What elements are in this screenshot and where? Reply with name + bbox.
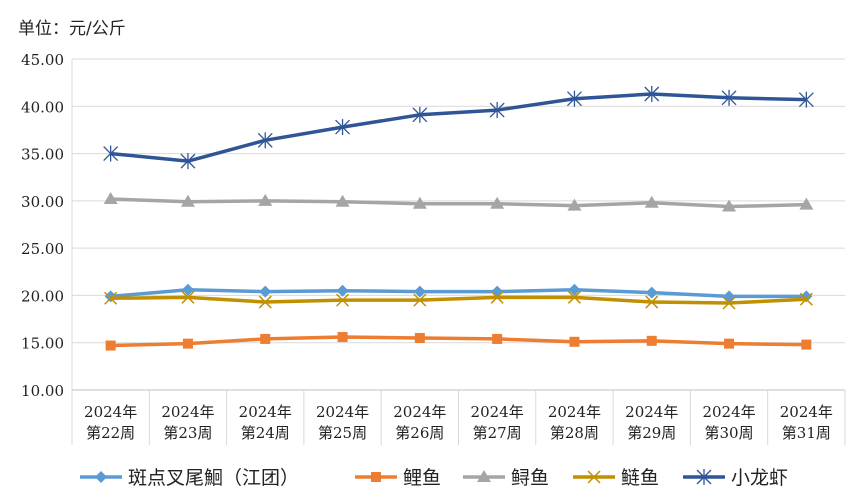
data-point — [259, 285, 272, 298]
data-point — [798, 91, 814, 108]
data-point — [335, 119, 351, 136]
legend-entry: 斑点叉尾鮰（江团） — [80, 467, 299, 489]
legend-marker — [371, 472, 381, 482]
data-point — [103, 145, 119, 162]
data-point — [490, 290, 504, 304]
series-5 — [103, 85, 814, 170]
legend-entry: 鲢鱼 — [573, 467, 659, 489]
legend-label: 鲢鱼 — [621, 467, 659, 489]
x-tick-label: 2024年第28周 — [548, 403, 601, 442]
data-point — [335, 194, 350, 207]
data-point — [104, 290, 117, 303]
series-line — [110, 288, 807, 299]
x-tick-label: 2024年第25周 — [316, 403, 369, 442]
data-point — [105, 340, 116, 351]
legend-entry: 鲟鱼 — [463, 467, 549, 489]
y-tick-label: 30.00 — [21, 193, 64, 211]
data-point — [181, 290, 195, 304]
data-point — [336, 293, 350, 307]
data-point — [414, 332, 425, 343]
series-line — [110, 197, 807, 209]
legend: 斑点叉尾鮰（江团） 鲤鱼 鲟鱼 鲢鱼 小龙虾 — [80, 467, 788, 489]
data-point — [568, 283, 581, 296]
data-point — [103, 191, 118, 204]
data-point — [799, 292, 813, 306]
data-point — [336, 284, 349, 297]
y-tick-label: 35.00 — [21, 146, 64, 164]
series-4 — [104, 290, 813, 310]
legend-entry: 小龙虾 — [683, 467, 788, 489]
y-tick-label: 15.00 — [21, 335, 64, 353]
x-tick-label: 2024年第31周 — [780, 403, 833, 442]
series-1 — [104, 283, 813, 303]
series-line — [110, 92, 807, 163]
data-point — [260, 333, 271, 344]
data-point — [724, 338, 735, 349]
x-tick-label: 2024年第26周 — [393, 403, 446, 442]
data-point — [182, 338, 193, 349]
legend-marker — [696, 469, 712, 485]
data-point — [337, 332, 348, 343]
x-tick-label: 2024年第29周 — [625, 403, 678, 442]
data-point — [644, 195, 659, 208]
legend-label: 斑点叉尾鮰（江团） — [128, 467, 299, 489]
data-point — [258, 295, 272, 309]
data-point — [722, 199, 737, 212]
data-point — [413, 293, 427, 307]
legend-label: 小龙虾 — [731, 467, 788, 489]
y-axis: 10.00 15.00 20.00 25.00 30.00 35.00 40.00 45.00 — [21, 51, 73, 400]
data-point — [257, 132, 273, 149]
series-line — [110, 295, 807, 305]
data-point — [104, 291, 118, 305]
data-point — [489, 102, 505, 119]
data-point — [645, 286, 658, 299]
legend-label: 鲟鱼 — [511, 467, 549, 489]
x-tick-label: 2024年第27周 — [471, 403, 524, 442]
data-point — [566, 90, 582, 107]
data-point — [180, 194, 195, 207]
data-point — [644, 85, 660, 102]
x-tick-label: 2024年第30周 — [702, 403, 755, 442]
legend-label: 鲤鱼 — [403, 467, 441, 489]
y-tick-label: 25.00 — [21, 240, 64, 258]
y-tick-label: 10.00 — [21, 382, 64, 400]
unit-label: 单位：元/公斤 — [18, 19, 126, 39]
data-point — [492, 333, 503, 344]
data-point — [180, 153, 196, 170]
y-tick-label: 20.00 — [21, 287, 64, 305]
data-point — [721, 89, 737, 106]
x-axis: 2024年第22周 2024年第23周 2024年第24周 2024年第25周 2024… — [71, 389, 846, 445]
data-point — [646, 335, 657, 346]
data-point — [722, 296, 736, 310]
data-point — [723, 290, 736, 303]
data-point — [413, 285, 426, 298]
data-point — [801, 339, 812, 350]
legend-marker — [587, 470, 601, 484]
data-point — [799, 197, 814, 210]
data-point — [412, 196, 427, 209]
data-point — [645, 295, 659, 309]
x-tick-label: 2024年第24周 — [239, 403, 292, 442]
data-point — [567, 198, 582, 211]
data-point — [490, 196, 505, 209]
data-point — [181, 283, 194, 296]
series-layer — [103, 85, 814, 351]
x-tick-label: 2024年第23周 — [161, 403, 214, 442]
x-tick-label: 2024年第22周 — [84, 403, 137, 442]
series-line — [110, 335, 807, 348]
data-point — [569, 336, 580, 347]
data-point — [567, 290, 581, 304]
legend-marker — [95, 471, 107, 483]
legend-entry: 鲤鱼 — [355, 467, 441, 489]
y-tick-label: 45.00 — [21, 51, 64, 69]
data-point — [412, 106, 428, 123]
y-tick-label: 40.00 — [21, 98, 64, 116]
legend-marker — [477, 470, 491, 482]
series-2 — [105, 332, 812, 351]
data-point — [258, 193, 273, 206]
series-3 — [103, 191, 814, 212]
